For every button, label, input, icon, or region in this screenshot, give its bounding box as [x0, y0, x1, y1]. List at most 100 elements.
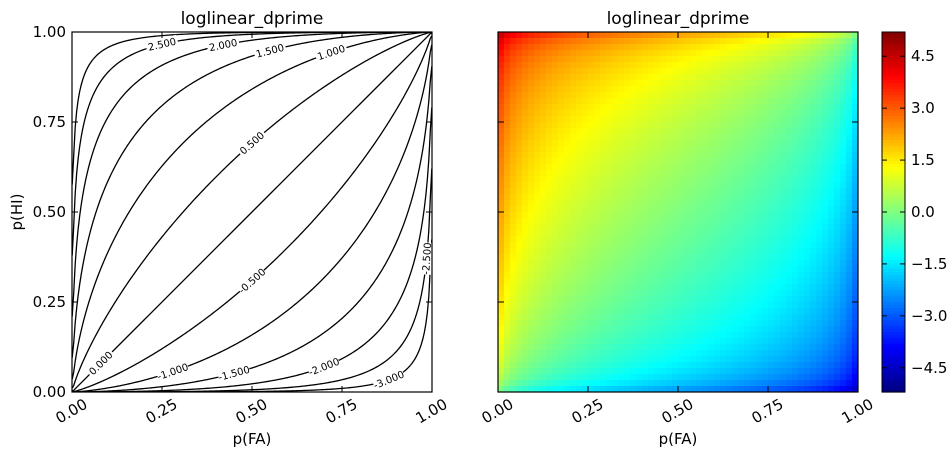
heatmap-cell	[498, 134, 505, 141]
heatmap-cell	[606, 134, 613, 141]
heatmap-cell	[606, 182, 613, 189]
heatmap-cell	[834, 32, 841, 39]
heatmap-cell	[834, 194, 841, 201]
heatmap-cell	[654, 206, 661, 213]
heatmap-cell	[510, 380, 517, 387]
heatmap-cell	[570, 308, 577, 315]
heatmap-cell	[846, 170, 853, 177]
heatmap-cell	[594, 44, 601, 51]
heatmap-cell	[750, 50, 757, 57]
heatmap-cell	[750, 374, 757, 381]
heatmap-cell	[744, 254, 751, 261]
colorbar-segment	[882, 50, 905, 54]
heatmap-cell	[702, 32, 709, 39]
heatmap-cell	[498, 56, 505, 63]
heatmap-cell	[612, 362, 619, 369]
heatmap-cell	[822, 92, 829, 99]
heatmap-cell	[840, 368, 847, 375]
heatmap-cell	[720, 218, 727, 225]
heatmap-cell	[732, 32, 739, 39]
heatmap-cell	[804, 92, 811, 99]
heatmap-cell	[696, 80, 703, 87]
contour-level-label: 2.500	[147, 37, 177, 54]
heatmap-cell	[726, 272, 733, 279]
heatmap-cell	[696, 32, 703, 39]
heatmap-cell	[852, 74, 858, 81]
heatmap-cell	[648, 326, 655, 333]
heatmap-cell	[570, 236, 577, 243]
heatmap-cell	[750, 86, 757, 93]
heatmap-cell	[684, 170, 691, 177]
heatmap-cell	[690, 182, 697, 189]
heatmap-cell	[642, 62, 649, 69]
heatmap-cell	[756, 50, 763, 57]
heatmap-cell	[834, 290, 841, 297]
heatmap-cell	[666, 56, 673, 63]
heatmap-cell	[600, 74, 607, 81]
heatmap-cell	[588, 32, 595, 39]
heatmap-cell	[798, 128, 805, 135]
heatmap-cell	[786, 212, 793, 219]
heatmap-cell	[546, 158, 553, 165]
heatmap-cell	[720, 350, 727, 357]
heatmap-cell	[678, 332, 685, 339]
heatmap-cell	[780, 116, 787, 123]
heatmap-cell	[684, 314, 691, 321]
heatmap-cell	[720, 266, 727, 273]
colorbar-segment	[882, 320, 905, 324]
heatmap-cell	[660, 38, 667, 45]
heatmap-cell	[600, 200, 607, 207]
heatmap-cell	[576, 338, 583, 345]
heatmap-cell	[816, 110, 823, 117]
heatmap-cell	[624, 368, 631, 375]
heatmap-cell	[606, 206, 613, 213]
heatmap-cell	[852, 266, 858, 273]
heatmap-cell	[654, 92, 661, 99]
heatmap-cell	[618, 368, 625, 375]
heatmap-cell	[702, 140, 709, 147]
heatmap-cell	[522, 32, 529, 39]
heatmap-cell	[726, 56, 733, 63]
heatmap-cell	[684, 350, 691, 357]
heatmap-cell	[792, 74, 799, 81]
heatmap-cell	[648, 44, 655, 51]
contour-x-tick-label: 0.75	[323, 395, 361, 427]
heatmap-cell	[780, 248, 787, 255]
heatmap-cell	[498, 224, 505, 231]
heatmap-cell	[732, 344, 739, 351]
heatmap-cell	[840, 206, 847, 213]
heatmap-cell	[804, 170, 811, 177]
heatmap-cell	[522, 146, 529, 153]
heatmap-cell	[786, 230, 793, 237]
heatmap-cell	[804, 146, 811, 153]
heatmap-cell	[678, 242, 685, 249]
heatmap-cell	[810, 236, 817, 243]
heatmap-cell	[498, 62, 505, 69]
heatmap-cell	[576, 92, 583, 99]
heatmap-cell	[768, 170, 775, 177]
heatmap-cell	[624, 212, 631, 219]
heatmap-cell	[792, 374, 799, 381]
heatmap-cell	[498, 344, 505, 351]
heatmap-cell	[762, 164, 769, 171]
heatmap-cell	[564, 68, 571, 75]
contour-line	[72, 32, 432, 380]
heatmap-cell	[648, 38, 655, 45]
heatmap-cell	[654, 194, 661, 201]
heatmap-cell	[630, 200, 637, 207]
colorbar-segment	[882, 287, 905, 291]
heatmap-cell	[606, 326, 613, 333]
heatmap-cell	[816, 296, 823, 303]
heatmap-cell	[672, 146, 679, 153]
heatmap-cell	[804, 116, 811, 123]
heatmap-cell	[702, 116, 709, 123]
heatmap-cell	[504, 152, 511, 159]
heatmap-cell	[636, 266, 643, 273]
heatmap-cell	[798, 284, 805, 291]
heatmap-cell	[528, 38, 535, 45]
heatmap-cell	[768, 86, 775, 93]
heatmap-cell	[738, 326, 745, 333]
heatmap-cell	[726, 248, 733, 255]
heatmap-cell	[702, 146, 709, 153]
heatmap-cell	[768, 188, 775, 195]
